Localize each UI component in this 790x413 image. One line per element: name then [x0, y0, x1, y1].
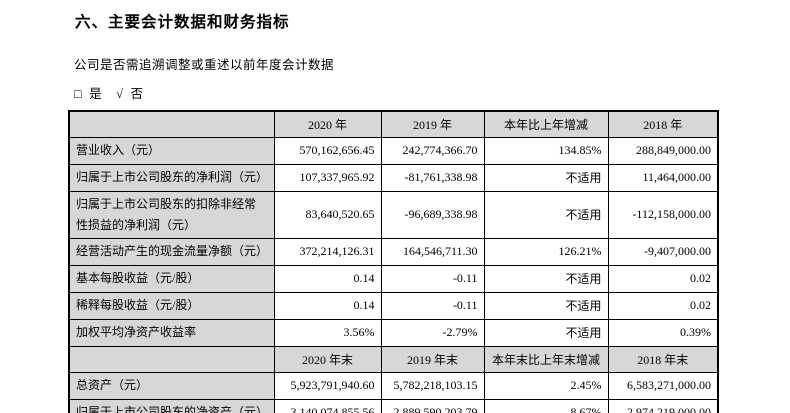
table-row-total-assets: 总资产（元） 5,923,791,940.60 5,782,218,103.15…	[68, 371, 719, 400]
value-2019-cell: -0.11	[380, 291, 485, 320]
value-change-cell: 8.67%	[483, 398, 609, 413]
value-change-cell: 126.21%	[483, 237, 609, 266]
header-change-cell: 本年比上年增减	[483, 110, 609, 138]
checkbox-empty-icon: □	[74, 87, 83, 101]
value-2019-cell: 2,889,590,203.79	[380, 398, 485, 413]
value-2018-cell: -9,407,000.00	[607, 237, 719, 266]
table-row-operating-revenue: 营业收入（元） 570,162,656.45 242,774,366.70 13…	[68, 136, 719, 165]
value-2019-cell: -96,689,338.98	[380, 190, 485, 239]
header-end-change-cell: 本年末比上年末增减	[483, 345, 609, 373]
value-2019-cell: -2.79%	[380, 318, 485, 347]
header-blank-cell	[68, 345, 275, 373]
row-label-cell: 归属于上市公司股东的扣除非经常性损益的净利润（元）	[68, 190, 275, 239]
table-row-net-profit: 归属于上市公司股东的净利润（元） 107,337,965.92 -81,761,…	[68, 163, 719, 192]
header-2019-cell: 2019 年	[380, 110, 485, 138]
option-no-label: 否	[130, 87, 144, 101]
value-2019-cell: 164,546,711.30	[380, 237, 485, 266]
value-2020-cell: 5,923,791,940.60	[273, 371, 382, 400]
row-label-cell: 归属于上市公司股东的净利润（元）	[68, 163, 275, 192]
header-2020-end-cell: 2020 年末	[273, 345, 382, 373]
row-label-cell: 营业收入（元）	[68, 136, 275, 165]
value-2018-cell: 0.39%	[607, 318, 719, 347]
header-2019-end-cell: 2019 年末	[380, 345, 485, 373]
value-2020-cell: 0.14	[273, 291, 382, 320]
row-label-cell: 基本每股收益（元/股）	[68, 264, 275, 293]
header-2020-cell: 2020 年	[273, 110, 382, 138]
table-row-net-profit-deducting-non-recurring: 归属于上市公司股东的扣除非经常性损益的净利润（元） 83,640,520.65 …	[68, 190, 719, 239]
table-row-weighted-average-roe: 加权平均净资产收益率 3.56% -2.79% 不适用 0.39%	[68, 318, 719, 347]
value-2020-cell: 0.14	[273, 264, 382, 293]
value-2020-cell: 3,140,074,855.56	[273, 398, 382, 413]
value-change-cell: 134.85%	[483, 136, 609, 165]
value-2018-cell: 11,464,000.00	[607, 163, 719, 192]
yes-no-options: □ 是 √ 否	[74, 83, 790, 102]
header-blank-cell	[68, 110, 275, 138]
document-page: 六、主要会计数据和财务指标 公司是否需追溯调整或重述以前年度会计数据 □ 是 √ 否 …	[0, 10, 790, 413]
value-change-cell: 不适用	[483, 163, 609, 192]
row-label-cell: 稀释每股收益（元/股）	[68, 291, 275, 320]
value-2019-cell: -0.11	[380, 264, 485, 293]
table-header-annual: 2020 年 2019 年 本年比上年增减 2018 年	[68, 110, 719, 138]
value-2018-cell: 0.02	[607, 264, 719, 293]
value-2018-cell: -112,158,000.00	[607, 190, 719, 239]
option-yes-label: 是	[89, 87, 103, 101]
table-row-basic-eps: 基本每股收益（元/股） 0.14 -0.11 不适用 0.02	[68, 264, 719, 293]
value-2019-cell: 5,782,218,103.15	[380, 371, 485, 400]
value-change-cell: 不适用	[483, 190, 609, 239]
row-label-cell: 归属于上市公司股东的净资产（元）	[68, 398, 275, 413]
value-2019-cell: 242,774,366.70	[380, 136, 485, 165]
value-2020-cell: 372,214,126.31	[273, 237, 382, 266]
value-2018-cell: 288,849,000.00	[607, 136, 719, 165]
value-2018-cell: 0.02	[607, 291, 719, 320]
value-2019-cell: -81,761,338.98	[380, 163, 485, 192]
table-row-net-assets: 归属于上市公司股东的净资产（元） 3,140,074,855.56 2,889,…	[68, 398, 719, 413]
header-2018-end-cell: 2018 年末	[607, 345, 719, 373]
table-row-operating-cash-flow: 经营活动产生的现金流量净额（元） 372,214,126.31 164,546,…	[68, 237, 719, 266]
restatement-question: 公司是否需追溯调整或重述以前年度会计数据	[74, 58, 335, 72]
table-header-year-end: 2020 年末 2019 年末 本年末比上年末增减 2018 年末	[68, 345, 719, 373]
value-change-cell: 2.45%	[483, 371, 609, 400]
value-2018-cell: 2,974,219,000.00	[607, 398, 719, 413]
value-change-cell: 不适用	[483, 291, 609, 320]
row-label-cell: 加权平均净资产收益率	[68, 318, 275, 347]
section-title: 六、主要会计数据和财务指标	[75, 14, 290, 31]
value-2020-cell: 83,640,520.65	[273, 190, 382, 239]
value-2018-cell: 6,583,271,000.00	[607, 371, 719, 400]
financial-indicators-table: 2020 年 2019 年 本年比上年增减 2018 年 营业收入（元） 570…	[68, 110, 719, 413]
value-2020-cell: 570,162,656.45	[273, 136, 382, 165]
value-change-cell: 不适用	[483, 318, 609, 347]
row-label-cell: 总资产（元）	[68, 371, 275, 400]
value-2020-cell: 3.56%	[273, 318, 382, 347]
checkmark-icon: √	[116, 87, 124, 101]
table-row-diluted-eps: 稀释每股收益（元/股） 0.14 -0.11 不适用 0.02	[68, 291, 719, 320]
header-2018-cell: 2018 年	[607, 110, 719, 138]
value-2020-cell: 107,337,965.92	[273, 163, 382, 192]
value-change-cell: 不适用	[483, 264, 609, 293]
row-label-cell: 经营活动产生的现金流量净额（元）	[68, 237, 275, 266]
